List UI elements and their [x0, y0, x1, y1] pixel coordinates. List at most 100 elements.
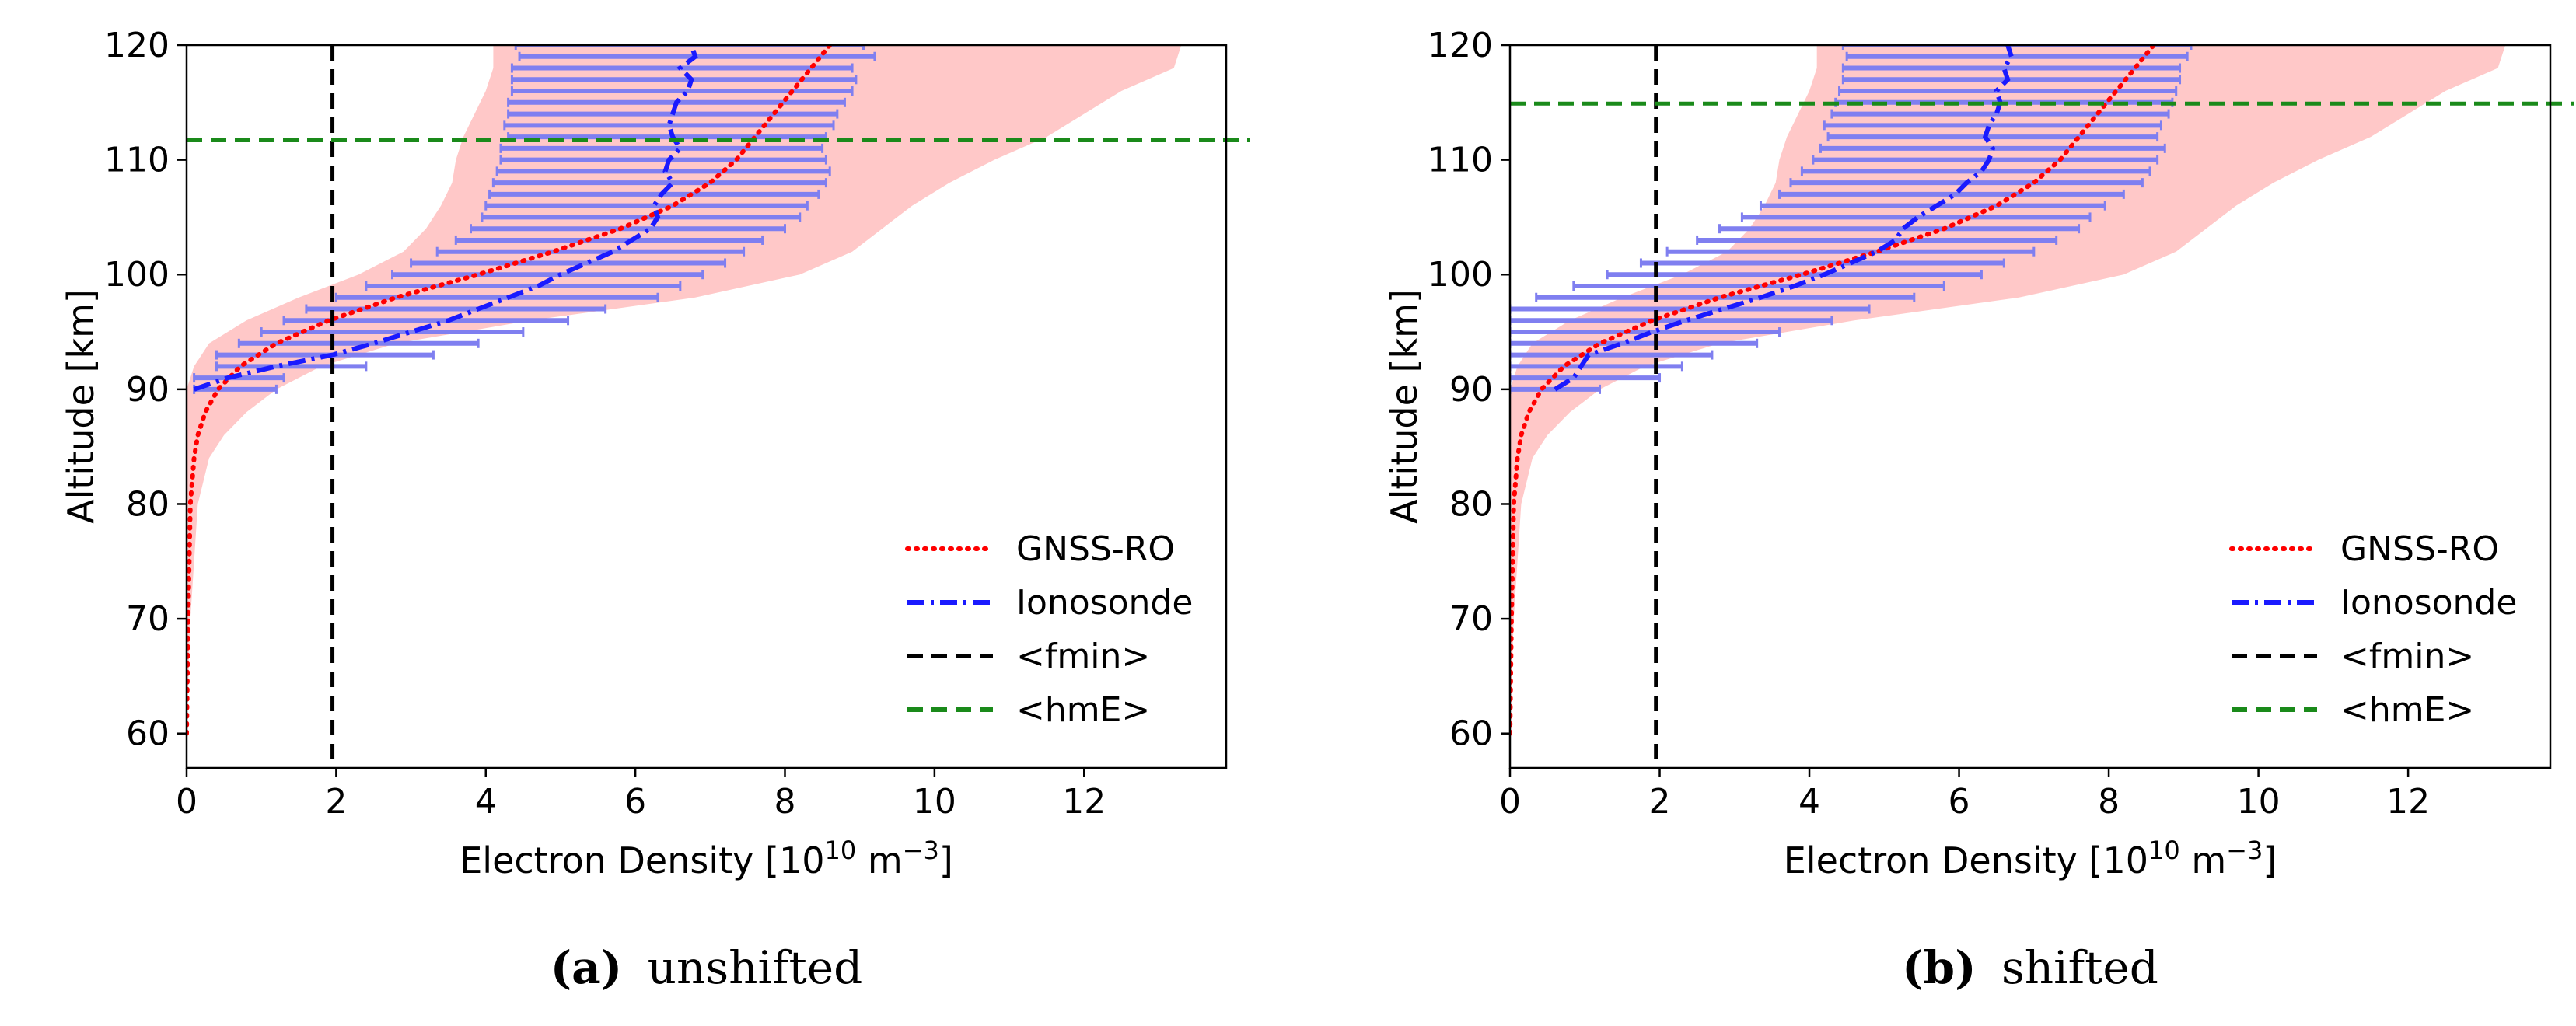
- legend-ionosonde: Ionosonde: [2232, 583, 2517, 623]
- gnss-ro-line: [1510, 45, 2156, 736]
- legend-label: <fmin>: [1016, 637, 1150, 676]
- legend-hme: <hmE>: [2232, 690, 2474, 730]
- error-bar: [1841, 63, 2182, 73]
- error-bar: [514, 45, 865, 50]
- x-axis-label: Electron Density [1010 m−3]: [460, 836, 953, 881]
- legend-label: GNSS-RO: [2340, 529, 2499, 569]
- gnss-ro-line: [187, 45, 833, 736]
- error-bar: [1510, 338, 1759, 348]
- error-bar: [215, 361, 368, 372]
- error-bar: [1830, 109, 2170, 119]
- error-bar: [1665, 246, 2036, 256]
- y-tick-label: 60: [1449, 714, 1493, 754]
- legend-hme: <hmE>: [907, 690, 1150, 730]
- panel-b: 0 2 4 6 8 10 12 60 70 80 90 100 110 120 Electron Densi…: [1383, 26, 2574, 994]
- x-tick-label: 0: [1499, 782, 1521, 822]
- ionosonde-line: [193, 45, 698, 392]
- legend-label: <hmE>: [2340, 690, 2474, 730]
- plot-area: [1510, 45, 2506, 768]
- error-bar: [503, 120, 835, 131]
- error-bar: [1800, 166, 2151, 176]
- panel-a: 0 2 4 6 8 10 12 60 70 80 90 100 110 120 Electron Densi…: [60, 26, 1250, 994]
- error-bar: [484, 201, 809, 211]
- panel-caption: (a) unshifted: [551, 941, 863, 994]
- legend: GNSS-RO Ionosonde <fmin> <hmE>: [905, 529, 1193, 730]
- error-bar: [499, 143, 824, 153]
- y-axis-label: Altitude [km]: [60, 289, 102, 524]
- error-bar: [1826, 132, 2159, 142]
- legend-fmin: <fmin>: [907, 637, 1150, 676]
- error-bar: [1639, 258, 2005, 268]
- error-bar: [510, 75, 858, 85]
- error-bar: [1696, 235, 2058, 245]
- y-tick-label: 60: [126, 714, 170, 754]
- legend-fmin: <fmin>: [2232, 637, 2474, 676]
- error-bar: [1841, 45, 2193, 50]
- y-tick-label: 120: [104, 26, 170, 65]
- y-tick-label: 120: [1428, 26, 1493, 65]
- legend-label: <hmE>: [1016, 690, 1150, 730]
- legend: GNSS-RO Ionosonde <fmin> <hmE>: [2229, 529, 2517, 730]
- ionosonde-error-bars: [1510, 45, 2193, 394]
- error-bar: [454, 235, 764, 245]
- plot-area: [187, 45, 1182, 768]
- error-bar: [1510, 384, 1602, 394]
- panel-caption: (b) shifted: [1902, 941, 2158, 994]
- error-bar: [1510, 373, 1662, 383]
- error-bar: [1510, 350, 1714, 360]
- error-bar: [1606, 270, 1983, 280]
- legend-label: <fmin>: [2340, 637, 2474, 676]
- x-tick-label: 2: [1649, 782, 1671, 822]
- y-tick-label: 90: [1449, 370, 1493, 410]
- x-tick-label: 2: [325, 782, 347, 822]
- x-tick-label: 6: [1949, 782, 1970, 822]
- legend-label: GNSS-RO: [1016, 529, 1175, 569]
- error-bar: [1838, 86, 2178, 96]
- error-bar: [1812, 155, 2159, 165]
- x-tick-label: 8: [774, 782, 795, 822]
- x-axis-label: Electron Density [1010 m−3]: [1784, 836, 2277, 881]
- error-bar: [1510, 327, 1781, 337]
- error-bar: [1510, 316, 1833, 326]
- x-tick-label: 6: [624, 782, 646, 822]
- x-tick-label: 4: [475, 782, 497, 822]
- x-tick-label: 4: [1798, 782, 1820, 822]
- x-tick-label: 10: [2237, 782, 2281, 822]
- legend-gnss-ro: GNSS-RO: [905, 529, 1175, 569]
- axes-frame: [185, 44, 1228, 770]
- error-bar: [1718, 224, 2081, 234]
- y-tick-label: 100: [104, 255, 170, 295]
- error-bar: [510, 86, 854, 96]
- y-tick-label: 110: [1428, 141, 1493, 180]
- error-bar: [491, 178, 827, 188]
- y-axis-label: Altitude [km]: [1383, 289, 1425, 524]
- x-tick-label: 12: [1062, 782, 1106, 822]
- error-bar: [1510, 361, 1683, 372]
- x-tick-label: 10: [913, 782, 956, 822]
- y-tick-label: 80: [1449, 484, 1493, 524]
- legend-ionosonde: Ionosonde: [907, 583, 1193, 623]
- y-tick-label: 80: [126, 484, 170, 524]
- error-bar: [1823, 120, 2162, 131]
- axes-frame: [1508, 44, 2552, 770]
- x-tick-label: 12: [2386, 782, 2430, 822]
- y-tick-label: 100: [1428, 255, 1493, 295]
- error-bar: [410, 258, 727, 268]
- error-bar: [305, 304, 607, 314]
- error-bar: [435, 246, 746, 256]
- y-tick-label: 70: [1449, 599, 1493, 639]
- y-tick-label: 90: [126, 370, 170, 410]
- error-bar: [488, 189, 820, 199]
- y-tick-label: 110: [104, 141, 170, 180]
- x-tick-label: 0: [176, 782, 197, 822]
- gnss-uncertainty-band: [187, 45, 1182, 734]
- error-bar: [470, 224, 786, 234]
- x-tick-label: 8: [2098, 782, 2120, 822]
- legend-gnss-ro: GNSS-RO: [2229, 529, 2499, 569]
- error-bar: [1845, 51, 2189, 61]
- y-tick-label: 70: [126, 599, 170, 639]
- error-bar: [499, 155, 827, 165]
- legend-label: Ionosonde: [2340, 583, 2517, 623]
- error-bar: [193, 373, 285, 383]
